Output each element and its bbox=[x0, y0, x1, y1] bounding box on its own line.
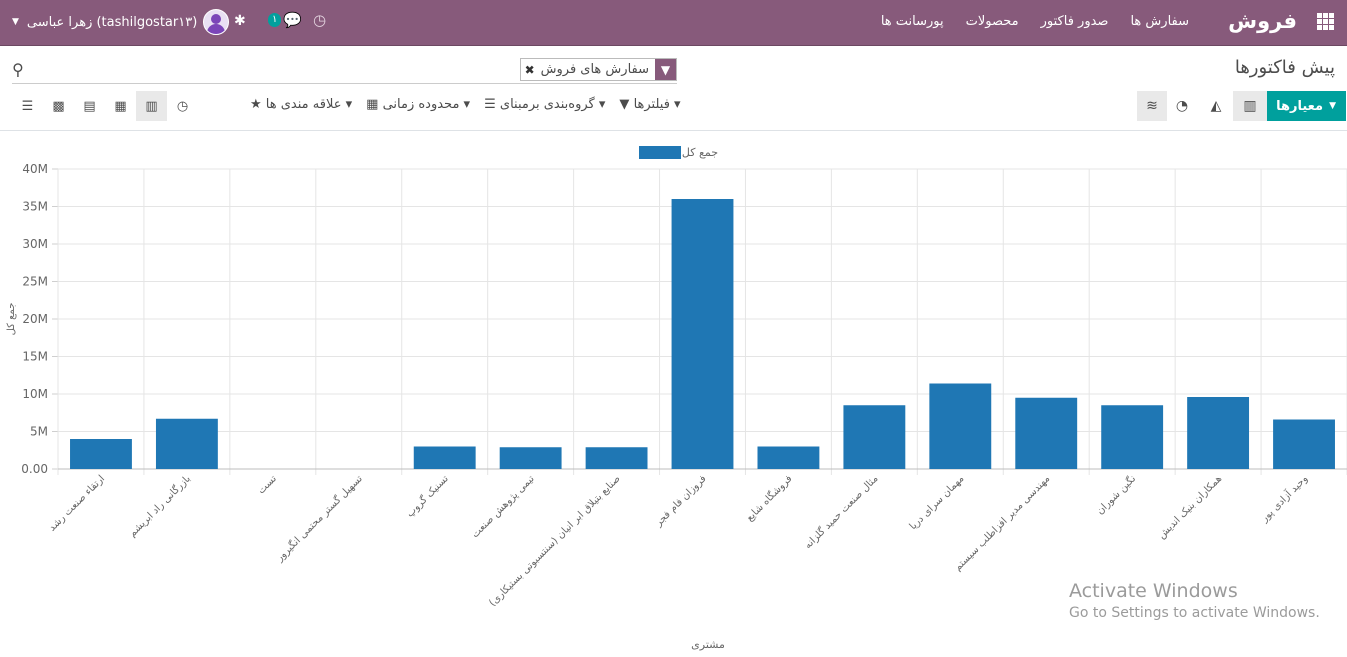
x-tick-label: همکاران بنیک اندیش bbox=[1156, 473, 1224, 541]
x-tick-label: فروشگاه شایع bbox=[744, 472, 795, 523]
menu-item-commissions[interactable]: پورسانت ها bbox=[880, 14, 944, 29]
measures-button[interactable]: معیارها ▼ bbox=[1266, 91, 1346, 121]
control-panel-divider bbox=[0, 130, 1347, 131]
search-bar[interactable]: ⚲ ✖ سفارش های فروش ▼ bbox=[12, 58, 677, 84]
user-menu[interactable]: ▼ زهرا عباسی (tashilgostar۱۳) bbox=[12, 9, 230, 35]
message-count-badge: ۱ bbox=[268, 13, 282, 27]
area-chart-icon[interactable]: ◭ bbox=[1210, 98, 1222, 114]
activation-watermark: Activate Windows bbox=[1069, 580, 1238, 602]
bar bbox=[929, 383, 992, 469]
bar bbox=[757, 446, 820, 469]
menu-item-invoicing[interactable]: صدور فاکتور bbox=[1040, 14, 1109, 29]
apps-icon[interactable] bbox=[1317, 13, 1335, 31]
search-options: ▼ فیلترها ▾ ☰ گروه‌بندی برمبنای ▾ ▦ محدو… bbox=[250, 97, 681, 112]
bar bbox=[1273, 419, 1335, 469]
x-tick-label: تسهیل گستر محتمی انگیرور bbox=[273, 472, 365, 564]
database-icon[interactable]: ≋ bbox=[1137, 91, 1167, 121]
facet-value: سفارش های فروش bbox=[540, 62, 649, 77]
main-menu: سفارش ها صدور فاکتور محصولات پورسانت ها bbox=[881, 14, 1189, 29]
x-tick-label: مهندسی مدیر افزاطلب سیستم bbox=[952, 473, 1052, 573]
y-tick-label: 0.00 bbox=[21, 462, 48, 476]
x-tick-label: تسنیک گروپ bbox=[404, 472, 451, 519]
y-tick-label: 25M bbox=[22, 275, 48, 289]
top-navbar: فروش سفارش ها صدور فاکتور محصولات پورسان… bbox=[0, 0, 1347, 46]
search-icon[interactable]: ⚲ bbox=[12, 60, 24, 79]
y-tick-label: 30M bbox=[22, 237, 48, 251]
x-tick-label: تیمی پژوهش صنعت bbox=[470, 473, 537, 540]
app-brand[interactable]: فروش bbox=[1228, 9, 1297, 33]
filters-dropdown[interactable]: ▼ فیلترها ▾ bbox=[619, 97, 681, 112]
table-icon[interactable]: ▦ bbox=[114, 98, 127, 114]
view-switcher: ◷ ▥ ▦ ▤ ▩ ☰ bbox=[12, 91, 198, 121]
bar bbox=[413, 446, 476, 469]
chart-type-buttons: ◔ ◭ ▥ bbox=[1165, 91, 1267, 121]
bar bbox=[1187, 397, 1250, 469]
list-icon[interactable]: ☰ bbox=[21, 98, 34, 114]
bar bbox=[155, 418, 218, 469]
favorites-dropdown[interactable]: ★ علاقه مندی ها ▾ bbox=[250, 97, 353, 112]
bar-chart-icon[interactable]: ▥ bbox=[1233, 91, 1267, 121]
x-tick-label: نگین شوران bbox=[1094, 473, 1138, 517]
bar bbox=[1015, 397, 1078, 469]
menu-item-orders[interactable]: سفارش ها bbox=[1130, 14, 1189, 29]
facet-remove-icon[interactable]: ✖ bbox=[524, 62, 535, 77]
bug-icon[interactable]: ✱ bbox=[234, 13, 246, 29]
chat-icon: 💬 bbox=[283, 11, 303, 29]
legend-swatch bbox=[639, 146, 681, 159]
kanban-icon[interactable]: ▩ bbox=[52, 98, 65, 114]
x-tick-label: بازرگانی راد ابریشم bbox=[126, 473, 193, 540]
x-tick-label: وحید آزادی پور bbox=[1257, 472, 1310, 525]
bar bbox=[585, 447, 648, 469]
y-axis-label: جمع کل bbox=[6, 303, 17, 336]
x-tick-label: ارتقاء صنعت رشد bbox=[47, 473, 107, 533]
x-tick-label: فروزان فام فجر bbox=[653, 473, 709, 529]
menu-item-products[interactable]: محصولات bbox=[965, 14, 1019, 29]
x-tick-label: تست bbox=[256, 473, 279, 496]
bar bbox=[1101, 405, 1164, 469]
legend-label: جمع کل bbox=[682, 146, 718, 159]
filter-icon: ▼ bbox=[655, 59, 676, 80]
bar bbox=[843, 405, 906, 469]
calendar-icon[interactable]: ▤ bbox=[83, 98, 96, 114]
x-tick-label: مثال صنعت حمید گلزانه bbox=[802, 473, 881, 552]
pie-chart-icon[interactable]: ◔ bbox=[1175, 98, 1189, 114]
x-axis-label: مشتری bbox=[691, 638, 725, 651]
bar-chart-icon[interactable]: ▥ bbox=[136, 91, 167, 121]
breadcrumb-title: پیش فاکتورها bbox=[1234, 57, 1335, 78]
timerange-dropdown[interactable]: ▦ محدوده زمانی ▾ bbox=[366, 97, 471, 112]
activity-icon[interactable]: ◷ bbox=[176, 98, 189, 114]
y-tick-label: 10M bbox=[22, 387, 48, 401]
search-facet[interactable]: ✖ سفارش های فروش ▼ bbox=[519, 58, 677, 81]
bar bbox=[70, 439, 132, 469]
y-tick-label: 35M bbox=[22, 200, 48, 214]
groupby-dropdown[interactable]: ☰ گروه‌بندی برمبنای ▾ bbox=[484, 97, 606, 112]
bar bbox=[671, 199, 734, 469]
y-tick-label: 5M bbox=[30, 425, 48, 439]
activation-watermark-hint: Go to Settings to activate Windows. bbox=[1069, 605, 1320, 621]
y-tick-label: 15M bbox=[22, 350, 48, 364]
bar bbox=[499, 447, 562, 469]
messaging-menu[interactable]: ۱ 💬 bbox=[268, 11, 302, 29]
x-tick-label: مهمان سرای دریا bbox=[908, 473, 967, 532]
caret-down-icon: ▼ bbox=[1329, 101, 1336, 111]
user-name: زهرا عباسی (tashilgostar۱۳) bbox=[26, 14, 198, 30]
y-tick-label: 20M bbox=[22, 312, 48, 326]
clock-icon[interactable]: ◷ bbox=[313, 11, 327, 29]
bar-chart: 0.00 5M 10M 15M 20M 25M 30M 35M 40M ارتقاء صنعت ر… bbox=[6, 146, 1347, 651]
caret-down-icon: ▼ bbox=[12, 17, 19, 27]
user-avatar bbox=[203, 9, 230, 35]
y-tick-label: 40M bbox=[22, 162, 48, 176]
